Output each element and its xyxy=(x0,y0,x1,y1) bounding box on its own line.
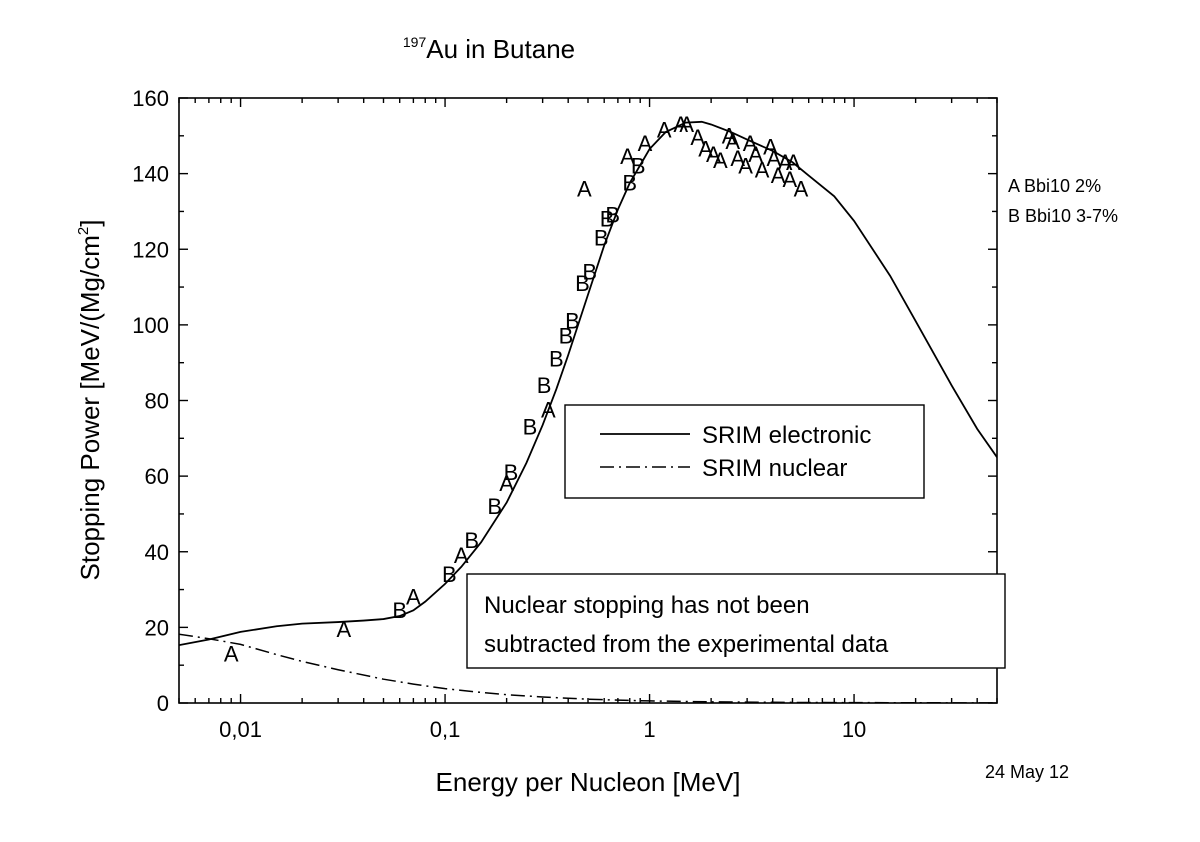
marker-a: A xyxy=(794,176,809,201)
marker-a: A xyxy=(706,142,721,167)
marker-a: A xyxy=(679,112,694,137)
legend-marker-a: A Bbi10 2% xyxy=(1008,176,1101,196)
y-tick-label: 40 xyxy=(145,540,169,565)
marker-b: B xyxy=(565,309,580,334)
annotation-line-2: subtracted from the experimental data xyxy=(484,631,889,658)
marker-b: B xyxy=(523,414,538,439)
marker-a: A xyxy=(638,131,653,156)
marker-b: B xyxy=(549,346,564,371)
y-tick-label: 160 xyxy=(132,86,169,111)
marker-b: B xyxy=(487,494,502,519)
legend-marker-b: B Bbi10 3-7% xyxy=(1008,206,1118,226)
marker-b: B xyxy=(582,259,597,284)
marker-a: A xyxy=(337,617,352,642)
legend-box xyxy=(564,404,925,499)
y-tick-label: 100 xyxy=(132,313,169,338)
date-stamp: 24 May 12 xyxy=(985,762,1069,782)
marker-a: A xyxy=(778,150,793,175)
marker-a: A xyxy=(224,641,239,666)
marker-a: A xyxy=(454,543,469,568)
marker-a: A xyxy=(698,137,713,162)
marker-b: B xyxy=(600,207,615,232)
x-axis-label: Energy per Nucleon [MeV] xyxy=(436,767,741,797)
marker-b: B xyxy=(537,373,552,398)
annotation: Nuclear stopping has not been subtracted… xyxy=(466,573,1006,669)
marker-a: A xyxy=(541,397,556,422)
annotation-box xyxy=(466,573,1006,669)
y-tick-label: 80 xyxy=(145,389,169,414)
y-axis-label: Stopping Power [MeV/(Mg/cm2] xyxy=(75,220,105,581)
marker-a: A xyxy=(730,146,745,171)
marker-a: A xyxy=(771,163,786,188)
marker-b: B xyxy=(605,203,620,228)
annotation-line-1: Nuclear stopping has not been xyxy=(484,592,810,619)
chart-title-superscript: 197 xyxy=(403,34,427,50)
marker-a: A xyxy=(722,123,737,148)
chart-title: 197Au in Butane xyxy=(403,34,575,64)
marker-a: A xyxy=(748,142,763,167)
x-tick-label: 1 xyxy=(643,717,655,742)
marker-a: A xyxy=(763,135,778,160)
marker-a: A xyxy=(713,148,728,173)
marker-a: A xyxy=(673,112,688,137)
legend-lines: SRIM electronic SRIM nuclear xyxy=(564,404,925,499)
marker-a: A xyxy=(577,176,592,201)
x-tick-label: 10 xyxy=(842,717,866,742)
marker-b: B xyxy=(559,324,574,349)
marker-a: A xyxy=(755,157,770,182)
marker-b: B xyxy=(631,154,646,179)
axis-ticks xyxy=(178,97,998,704)
marker-a: A xyxy=(406,585,421,610)
x-tick-label: 0,01 xyxy=(219,717,262,742)
marker-a: A xyxy=(766,146,781,171)
marker-b: B xyxy=(622,171,637,196)
legend-label-nuclear: SRIM nuclear xyxy=(702,455,847,482)
x-tick-label: 0,1 xyxy=(430,717,461,742)
marker-a: A xyxy=(620,144,635,169)
series-line-srim-nuclear xyxy=(179,633,997,703)
y-tick-label: 60 xyxy=(145,464,169,489)
marker-a: A xyxy=(657,118,672,143)
marker-a: A xyxy=(782,167,797,192)
legend-label-electronic: SRIM electronic xyxy=(702,422,871,449)
marker-a: A xyxy=(786,150,801,175)
marker-a: A xyxy=(725,129,740,154)
series-line-srim-electronic xyxy=(179,120,997,647)
marker-b: B xyxy=(504,460,519,485)
marker-b: B xyxy=(464,528,479,553)
marker-b: B xyxy=(575,271,590,296)
y-tick-label: 20 xyxy=(145,615,169,640)
y-tick-label: 120 xyxy=(132,237,169,262)
marker-a: A xyxy=(738,154,753,179)
y-tick-label: 140 xyxy=(132,162,169,187)
marker-a: A xyxy=(743,131,758,156)
chart-title-main: Au in Butane xyxy=(426,34,575,64)
marker-a: A xyxy=(499,471,514,496)
y-tick-label: 0 xyxy=(157,691,169,716)
marker-a: A xyxy=(690,125,705,150)
marker-b: B xyxy=(442,562,457,587)
marker-b: B xyxy=(594,225,609,250)
marker-b: B xyxy=(392,598,407,623)
